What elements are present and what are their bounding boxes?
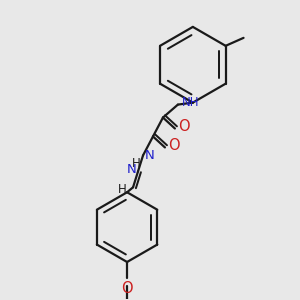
Text: O: O [178,119,190,134]
Text: O: O [121,281,133,296]
Text: O: O [168,138,180,153]
Text: NH: NH [182,96,200,109]
Text: H: H [118,183,127,196]
Text: N: N [145,149,155,162]
Text: N: N [126,163,136,176]
Text: H: H [132,158,141,170]
